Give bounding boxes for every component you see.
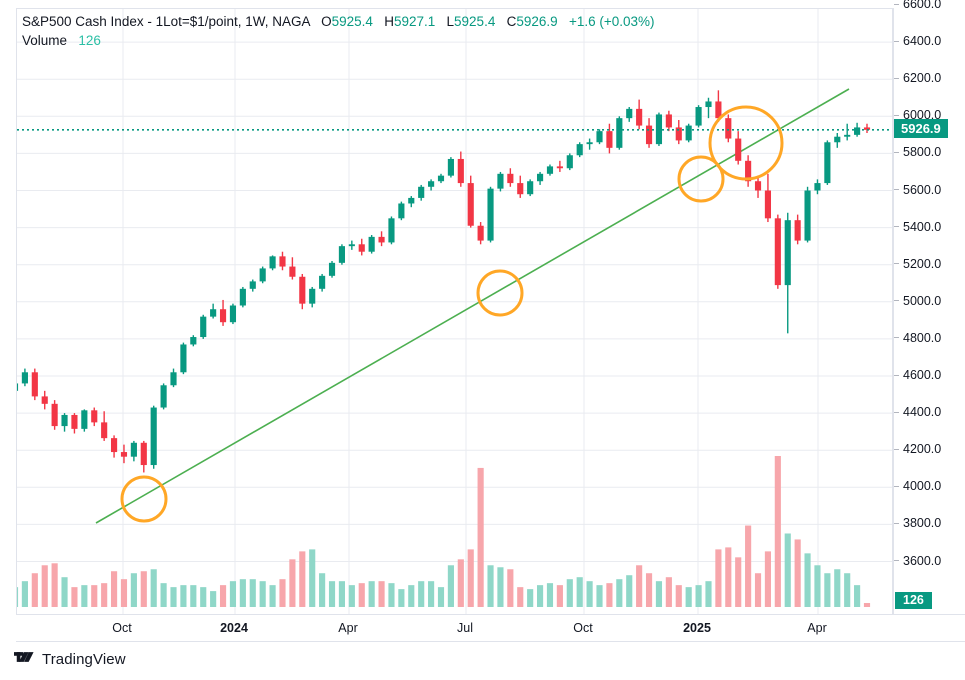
- price-axis-tick: 5600.0: [894, 183, 965, 197]
- price-tick-label: 5000.0: [903, 293, 942, 308]
- price-axis-tick: 3600.0: [894, 554, 965, 568]
- time-axis-tick: 2024: [220, 621, 248, 635]
- price-axis-tick: 5800.0: [894, 145, 965, 159]
- price-tick-dash: [894, 448, 899, 450]
- price-tick-label: 4800.0: [903, 330, 942, 345]
- price-tick-label: 5800.0: [903, 145, 942, 160]
- price-axis-tick: 4200.0: [894, 442, 965, 456]
- tradingview-brand-name: TradingView: [42, 651, 126, 668]
- time-axis-tick: 2025: [683, 621, 711, 635]
- price-tick-dash: [894, 226, 899, 228]
- price-tick-dash: [894, 3, 899, 5]
- price-tick-dash: [894, 374, 899, 376]
- price-axis[interactable]: 6600.0 6400.0 6200.0 6000.0 5800.0 5600.0 5400…: [893, 0, 965, 614]
- price-axis-tick: 6600.0: [894, 0, 965, 11]
- price-tick-dash: [894, 522, 899, 524]
- price-axis-tick: 5400.0: [894, 220, 965, 234]
- price-tick-dash: [894, 40, 899, 42]
- chart-canvas: [17, 9, 892, 614]
- price-tick-label: 5400.0: [903, 219, 942, 234]
- time-axis-tick: Apr: [807, 621, 827, 635]
- time-axis-tick: Oct: [573, 621, 593, 635]
- price-tick-label: 3800.0: [903, 516, 942, 531]
- chart-pane[interactable]: [16, 8, 893, 614]
- price-tick-dash: [894, 77, 899, 79]
- price-axis-tick: 3800.0: [894, 516, 965, 530]
- price-tick-label: 6600.0: [903, 0, 942, 11]
- price-tick-dash: [894, 337, 899, 339]
- price-tick-label: 3600.0: [903, 553, 942, 568]
- price-axis-tick: 6000.0: [894, 108, 965, 122]
- tradingview-logo-icon: [14, 650, 36, 669]
- price-axis-tick: 5000.0: [894, 294, 965, 308]
- price-tick-dash: [894, 300, 899, 302]
- price-tick-label: 6000.0: [903, 108, 942, 123]
- price-axis-tick: 4000.0: [894, 479, 965, 493]
- current-price-badge[interactable]: 5926.9: [894, 119, 948, 139]
- price-tick-label: 6200.0: [903, 71, 942, 86]
- price-tick-dash: [894, 411, 899, 413]
- price-axis-tick: 6200.0: [894, 71, 965, 85]
- time-axis-tick: Oct: [112, 621, 132, 635]
- price-tick-dash: [894, 263, 899, 265]
- price-tick-dash: [894, 485, 899, 487]
- price-tick-dash: [894, 114, 899, 116]
- price-tick-label: 5600.0: [903, 182, 942, 197]
- price-tick-label: 4400.0: [903, 405, 942, 420]
- price-tick-label: 4000.0: [903, 479, 942, 494]
- price-axis-tick: 4600.0: [894, 368, 965, 382]
- price-tick-label: 4200.0: [903, 442, 942, 457]
- price-tick-dash: [894, 560, 899, 561]
- time-axis-tick: Apr: [338, 621, 358, 635]
- price-axis-tick: 4800.0: [894, 331, 965, 345]
- price-axis-tick: 6400.0: [894, 34, 965, 48]
- tradingview-brand: TradingView: [14, 650, 126, 669]
- time-axis[interactable]: Oct 2024 Apr Jul Oct 2025 Apr: [16, 614, 965, 642]
- price-axis-tick: 4400.0: [894, 405, 965, 419]
- chart-plot-area[interactable]: [17, 9, 892, 614]
- price-tick-label: 6400.0: [903, 34, 942, 49]
- price-tick-dash: [894, 189, 899, 190]
- price-tick-label: 4600.0: [903, 368, 942, 382]
- price-tick-dash: [894, 151, 899, 153]
- price-tick-label: 5200.0: [903, 256, 942, 271]
- volume-value-badge[interactable]: 126: [895, 591, 932, 609]
- time-axis-tick: Jul: [457, 621, 473, 635]
- price-axis-tick: 5200.0: [894, 257, 965, 271]
